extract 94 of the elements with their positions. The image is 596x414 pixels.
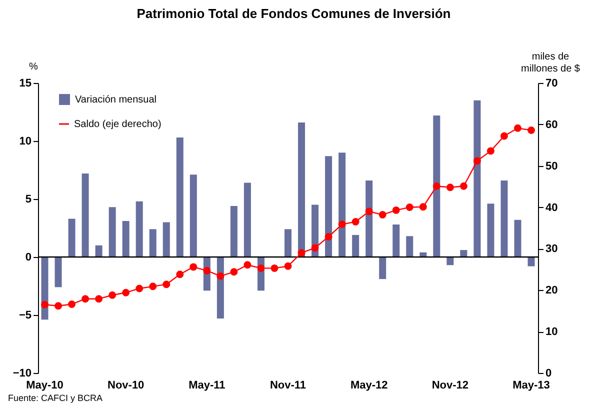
x-tick-label: Nov-11 — [270, 380, 306, 392]
legend-label: Variación mensual — [75, 94, 157, 106]
point — [528, 126, 535, 134]
bar — [108, 207, 116, 257]
point — [149, 282, 157, 290]
bar — [95, 245, 102, 257]
bar — [460, 250, 468, 257]
x-tick-label: May-13 — [512, 380, 550, 392]
point — [108, 291, 116, 299]
point — [500, 132, 508, 140]
bar — [284, 229, 292, 257]
point — [406, 204, 414, 212]
x-tick-label: May-10 — [26, 380, 64, 392]
bar — [392, 224, 400, 257]
point — [162, 280, 170, 288]
x-tick-label: May-11 — [188, 380, 226, 392]
y-axis-title: % — [29, 62, 38, 72]
bar — [528, 257, 535, 266]
bar — [190, 174, 197, 257]
bar — [366, 180, 373, 257]
y-tick-label: 10 — [19, 136, 32, 148]
point — [176, 270, 184, 278]
point — [41, 300, 48, 308]
bar — [379, 257, 386, 280]
y-tick-label: 5 — [25, 194, 32, 206]
y2-tick-label: 60 — [546, 118, 558, 131]
bar — [338, 152, 346, 257]
bar — [500, 180, 508, 257]
y2-tick-label: 30 — [546, 243, 558, 256]
point — [216, 272, 224, 280]
chart-title: Patrimonio Total de Fondos Comunes de Inversión — [136, 6, 451, 21]
point — [122, 288, 130, 296]
point — [311, 244, 319, 252]
point — [190, 263, 198, 271]
source-note: Fuente: CAFCI y BCRA — [8, 393, 103, 403]
bar — [433, 115, 440, 257]
point — [365, 208, 373, 216]
bar — [406, 236, 414, 257]
y-tick-label: 0 — [25, 252, 32, 264]
point — [486, 147, 494, 155]
legend-label: Saldo (eje derecho) — [74, 119, 162, 130]
point — [257, 264, 265, 272]
point — [68, 300, 76, 308]
y-tick-label: −5 — [18, 310, 32, 322]
point — [203, 266, 211, 274]
y2-axis-title: miles de millones de $ — [521, 52, 580, 74]
point — [324, 232, 332, 240]
point — [270, 264, 278, 272]
bar — [149, 229, 156, 257]
bar — [446, 257, 454, 266]
bar — [474, 100, 481, 257]
point — [460, 182, 468, 190]
y-tick-label: −10 — [12, 368, 32, 380]
point — [95, 295, 103, 303]
point — [392, 206, 400, 214]
bar — [136, 201, 143, 257]
bar — [162, 222, 170, 257]
x-tick-label: Nov-12 — [432, 380, 469, 392]
point — [473, 157, 481, 165]
point — [244, 261, 252, 269]
bar — [298, 122, 306, 257]
bar — [176, 138, 184, 257]
bar — [325, 156, 332, 257]
bar — [122, 221, 130, 257]
point — [446, 184, 454, 192]
bar — [487, 204, 494, 257]
y2-tick-label: 0 — [546, 368, 552, 380]
point — [54, 302, 62, 310]
y2-tick-label: 10 — [546, 326, 558, 338]
point — [338, 220, 346, 228]
point — [284, 262, 292, 270]
bar — [68, 218, 76, 257]
point — [352, 218, 360, 226]
bar — [54, 257, 62, 288]
y-tick-label: 15 — [19, 78, 32, 90]
bar — [244, 182, 251, 257]
point — [514, 124, 522, 132]
point — [378, 211, 386, 218]
x-tick-label: May-12 — [350, 380, 388, 392]
y2-tick-label: 50 — [546, 160, 558, 172]
bar — [82, 173, 89, 257]
point — [298, 249, 306, 257]
bar — [514, 220, 522, 257]
point — [82, 295, 90, 303]
bar — [352, 234, 360, 257]
x-tick-label: Nov-10 — [107, 380, 144, 392]
point — [230, 268, 238, 276]
y2-tick-label: 20 — [546, 284, 558, 297]
y2-tick-label: 40 — [546, 202, 558, 214]
point — [432, 182, 440, 190]
point — [136, 284, 144, 292]
point — [419, 203, 427, 211]
bar — [230, 206, 238, 257]
y2-tick-label: 70 — [546, 78, 558, 90]
